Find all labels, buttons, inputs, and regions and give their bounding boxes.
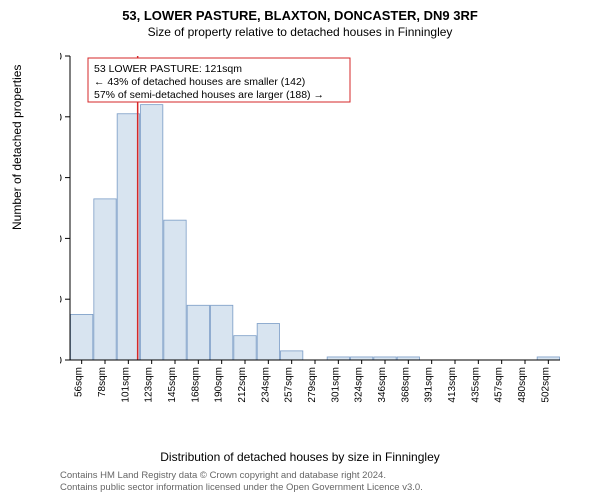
annotation-line: 57% of semi-detached houses are larger (… — [94, 89, 324, 101]
attribution-line-2: Contains public sector information licen… — [60, 482, 423, 494]
chart-subtitle: Size of property relative to detached ho… — [0, 23, 600, 39]
annotation-line: ← 43% of detached houses are smaller (14… — [94, 76, 305, 88]
histogram-bar — [164, 220, 186, 360]
x-tick-label: 368sqm — [400, 367, 411, 403]
x-tick-label: 123sqm — [144, 367, 155, 403]
y-tick-label: 20 — [60, 294, 62, 306]
histogram-bar — [281, 351, 303, 360]
y-tick-label: 40 — [60, 233, 62, 245]
x-tick-label: 457sqm — [494, 367, 505, 403]
histogram-bar — [187, 305, 209, 360]
x-tick-label: 168sqm — [190, 367, 201, 403]
histogram-bar — [94, 199, 116, 360]
x-tick-label: 101sqm — [120, 367, 131, 403]
y-tick-label: 0 — [60, 355, 62, 367]
histogram-bar — [234, 336, 256, 360]
attribution-line-1: Contains HM Land Registry data © Crown c… — [60, 470, 423, 482]
x-tick-label: 346sqm — [377, 367, 388, 403]
histogram-bar — [141, 105, 163, 360]
histogram-bar — [257, 324, 279, 360]
x-tick-label: 145sqm — [167, 367, 178, 403]
y-axis-label: Number of detached properties — [10, 65, 24, 230]
x-tick-label: 257sqm — [284, 367, 295, 403]
x-tick-label: 502sqm — [540, 367, 551, 403]
histogram-bar — [211, 305, 233, 360]
x-tick-label: 234sqm — [260, 367, 271, 403]
x-axis-label: Distribution of detached houses by size … — [0, 450, 600, 464]
x-tick-label: 78sqm — [97, 367, 108, 397]
x-tick-label: 413sqm — [447, 367, 458, 403]
histogram-plot: 0 20 40 60 80 100 56sqm 78sqm 101sqm 123sqm 145sq… — [60, 50, 570, 410]
x-tick-label: 324sqm — [354, 367, 365, 403]
y-tick-label: 100 — [60, 51, 62, 63]
x-tick-label: 391sqm — [424, 367, 435, 403]
histogram-bar — [117, 114, 139, 360]
y-tick-label: 80 — [60, 112, 62, 124]
chart-title: 53, LOWER PASTURE, BLAXTON, DONCASTER, D… — [0, 0, 600, 23]
x-tick-label: 212sqm — [237, 367, 248, 403]
x-tick-label: 279sqm — [307, 367, 318, 403]
y-tick-label: 60 — [60, 173, 62, 185]
attribution-text: Contains HM Land Registry data © Crown c… — [60, 470, 423, 494]
x-tick-label: 480sqm — [517, 367, 528, 403]
x-tick-label: 301sqm — [330, 367, 341, 403]
x-tick-label: 435sqm — [470, 367, 481, 403]
x-tick-label: 56sqm — [74, 367, 85, 397]
x-tick-label: 190sqm — [214, 367, 225, 403]
annotation-line: 53 LOWER PASTURE: 121sqm — [94, 63, 242, 75]
histogram-bar — [71, 314, 93, 360]
